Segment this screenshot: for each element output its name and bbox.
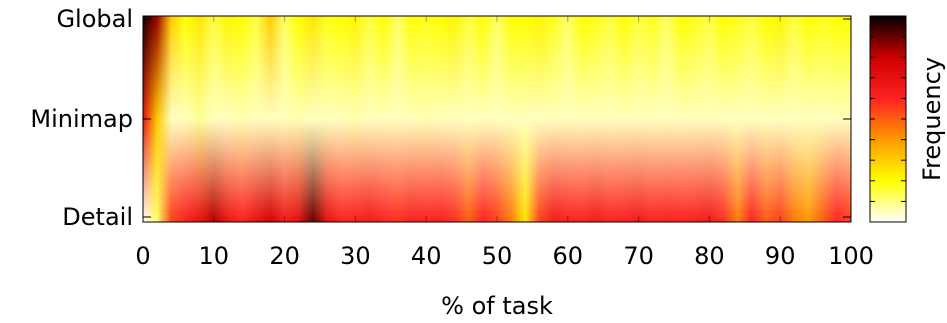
band-global <box>143 16 851 119</box>
x-tick-label: 30 <box>340 242 371 270</box>
x-tick-label: 40 <box>411 242 442 270</box>
x-tick-label: 100 <box>828 242 874 270</box>
y-tick-label: Minimap <box>30 105 133 133</box>
y-tick-label: Global <box>56 5 133 33</box>
x-tick-label: 10 <box>199 242 230 270</box>
colorbar-title: Frequency <box>918 57 946 181</box>
y-axis: Global Minimap Detail <box>30 5 851 231</box>
x-tick-label: 20 <box>269 242 300 270</box>
x-tick-label: 0 <box>135 242 150 270</box>
colorbar-ticks <box>870 36 906 202</box>
colorbar <box>869 15 907 223</box>
x-axis-title: % of task <box>441 292 553 320</box>
x-tick-label: 50 <box>482 242 513 270</box>
x-tick-label: 80 <box>694 242 725 270</box>
band-detail <box>143 119 851 222</box>
heatmap-plot-area <box>143 16 851 222</box>
y-tick-label: Detail <box>62 203 133 231</box>
x-tick-label: 60 <box>553 242 584 270</box>
x-axis: 0 10 20 30 40 50 60 70 80 90 100 <box>135 16 874 270</box>
x-tick-label: 70 <box>623 242 654 270</box>
x-tick-label: 90 <box>765 242 796 270</box>
